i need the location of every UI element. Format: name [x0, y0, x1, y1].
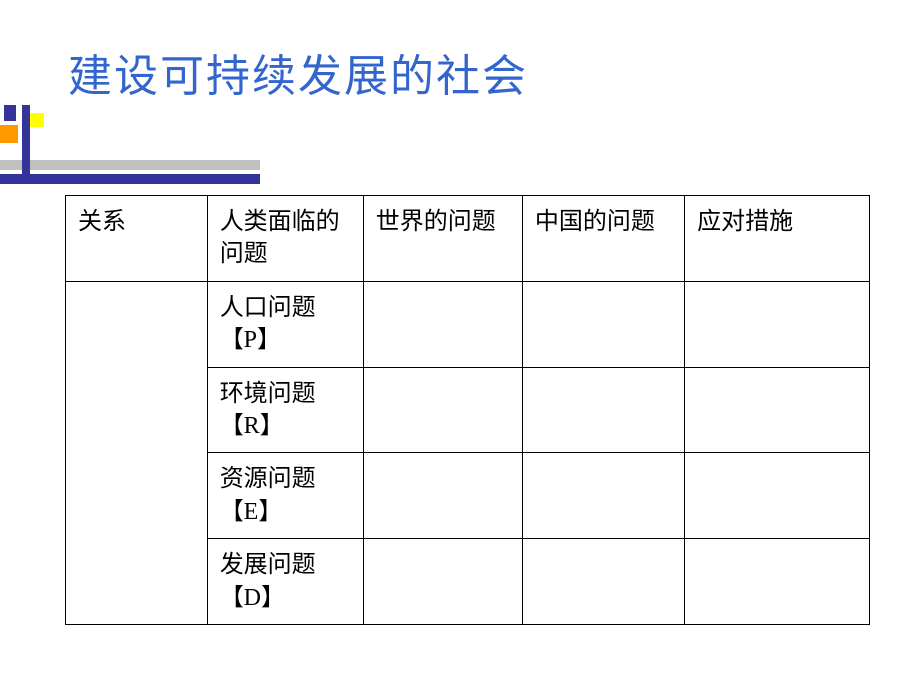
table-header-row: 关系 人类面临的问题 世界的问题 中国的问题 应对措施	[66, 196, 870, 282]
cell-issue: 人口问题【P】	[207, 281, 363, 367]
title-area: 建设可持续发展的社会	[68, 40, 528, 104]
cell-measures	[685, 539, 870, 625]
decor-svg	[0, 105, 260, 185]
cell-measures	[685, 281, 870, 367]
decor-shapes	[0, 105, 260, 185]
table-row: 人口问题【P】	[66, 281, 870, 367]
cell-china	[522, 367, 684, 453]
cell-china	[522, 453, 684, 539]
content-table-wrap: 关系 人类面临的问题 世界的问题 中国的问题 应对措施 人口问题【P】 环境问题…	[65, 195, 870, 625]
cell-china	[522, 539, 684, 625]
cell-world	[363, 453, 522, 539]
cell-measures	[685, 367, 870, 453]
header-cell-china: 中国的问题	[522, 196, 684, 282]
cell-world	[363, 367, 522, 453]
cell-issue: 发展问题【D】	[207, 539, 363, 625]
header-cell-measures: 应对措施	[685, 196, 870, 282]
cell-measures	[685, 453, 870, 539]
content-table: 关系 人类面临的问题 世界的问题 中国的问题 应对措施 人口问题【P】 环境问题…	[65, 195, 870, 625]
cell-issue: 资源问题【E】	[207, 453, 363, 539]
slide-title: 建设可持续发展的社会	[68, 40, 528, 104]
cell-issue: 环境问题【R】	[207, 367, 363, 453]
cell-world	[363, 281, 522, 367]
cell-world	[363, 539, 522, 625]
cell-relation-merged	[66, 281, 208, 624]
slide: 建设可持续发展的社会 关系 人类面临的问题 世界的问题 中国的问题 应对措施	[0, 0, 920, 690]
header-cell-relation: 关系	[66, 196, 208, 282]
header-cell-world: 世界的问题	[363, 196, 522, 282]
cell-china	[522, 281, 684, 367]
header-cell-issues: 人类面临的问题	[207, 196, 363, 282]
